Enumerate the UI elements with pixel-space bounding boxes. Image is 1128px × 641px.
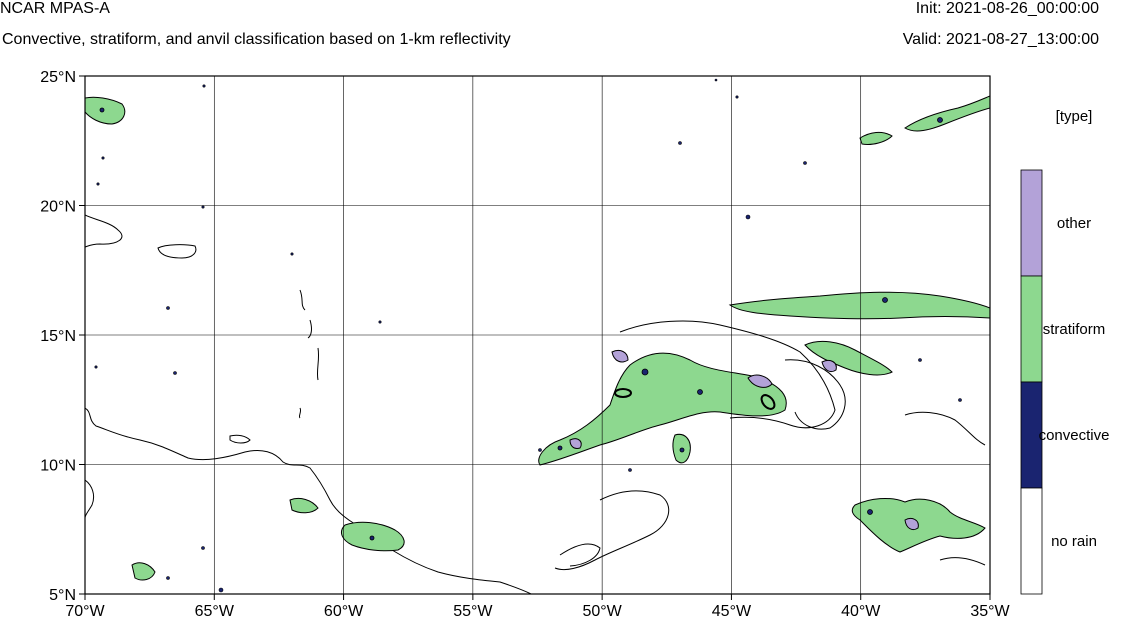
small-cell <box>538 448 542 452</box>
other-patch-1 <box>611 349 629 363</box>
small-cell <box>378 320 382 324</box>
outline-east <box>784 359 846 430</box>
y-tick-label: 25°N <box>40 69 76 86</box>
coastline-trinidad <box>229 434 251 444</box>
small-cell <box>803 161 807 165</box>
small-cell <box>166 306 170 310</box>
init-time: Init: 2021-08-26_00:00:00 <box>915 0 1099 17</box>
convective-core <box>99 107 105 113</box>
y-tick-label: 5°N <box>49 587 76 604</box>
scattered-cells <box>94 78 962 593</box>
legend-swatch-no-rain <box>1020 487 1043 595</box>
other-patch-2 <box>747 374 773 388</box>
stratiform-cluster-top-left <box>85 96 126 125</box>
outline-far-right <box>904 411 986 446</box>
small-cell <box>94 365 98 369</box>
legend-title: [type] <box>1056 108 1093 125</box>
legend-swatch-other <box>1020 169 1043 277</box>
valid-time: Valid: 2021-08-27_13:00:00 <box>902 31 1099 48</box>
x-tick-label: 45°W <box>712 603 752 620</box>
coastline-hispaniola <box>85 214 123 248</box>
stratiform-cluster-south <box>289 497 319 514</box>
convective-cores <box>99 107 943 541</box>
outline-ring-1 <box>614 388 632 398</box>
y-tick-label: 15°N <box>40 328 76 345</box>
y-tick-label: 10°N <box>40 458 76 475</box>
stratiform-cluster-ne-dots <box>859 131 893 145</box>
small-cell <box>96 182 100 186</box>
coastline-south-america <box>85 407 533 594</box>
figure-subtitle: Convective, stratiform, and anvil classi… <box>2 31 511 48</box>
outline-ring-2 <box>760 394 776 410</box>
legend-label-no-rain: no rain <box>1051 533 1097 550</box>
map-content <box>85 78 990 594</box>
small-cell <box>173 371 177 375</box>
convective-core <box>679 447 685 453</box>
outline-bottom-center <box>559 543 601 567</box>
legend-label-convective: convective <box>1039 427 1110 444</box>
legend-swatch-stratiform <box>1020 275 1043 383</box>
outline-main-system <box>619 320 836 429</box>
convective-core <box>369 535 375 541</box>
latitude-axis: 25°N 20°N 15°N 10°N 5°N <box>40 69 85 604</box>
small-cell <box>958 398 962 402</box>
small-cell <box>101 156 105 160</box>
small-cell <box>735 95 739 99</box>
x-tick-label: 40°W <box>841 603 881 620</box>
stratiform-cluster-far-left <box>131 562 156 581</box>
legend-label-stratiform: stratiform <box>1043 321 1106 338</box>
stratiform-band-upper-right <box>904 95 990 132</box>
x-tick-label: 60°W <box>324 603 364 620</box>
x-tick-label: 50°W <box>582 603 622 620</box>
map-gridlines <box>85 76 990 594</box>
other-patch-5 <box>569 438 582 449</box>
small-cell <box>745 214 751 220</box>
outline-left-edge <box>85 479 95 519</box>
small-cell <box>714 78 718 82</box>
small-cell <box>628 468 632 472</box>
coastlines <box>85 214 533 594</box>
longitude-axis: 70°W 65°W 60°W 55°W 50°W 45°W 40°W 35°W <box>65 594 1011 620</box>
convective-core <box>867 509 873 515</box>
small-cell <box>201 205 205 209</box>
convective-core <box>697 389 703 395</box>
small-cell <box>678 141 682 145</box>
other-patch-3 <box>821 359 837 373</box>
small-cell <box>218 587 224 593</box>
y-tick-label: 20°N <box>40 199 76 216</box>
precip-outlines <box>85 320 986 571</box>
convective-core <box>557 445 563 451</box>
coastline-puerto-rico <box>157 244 197 259</box>
small-cell <box>202 84 206 88</box>
type-legend: [type] other stratiform convective no rain <box>1020 108 1110 595</box>
coastline-islands-arc <box>298 289 320 419</box>
small-cell <box>290 252 294 256</box>
convective-core <box>641 368 649 376</box>
x-tick-label: 70°W <box>65 603 105 620</box>
other-areas <box>569 349 919 531</box>
legend-label-other: other <box>1057 215 1091 232</box>
small-cell <box>166 576 170 580</box>
x-tick-label: 35°W <box>970 603 1010 620</box>
other-patch-4 <box>904 517 919 531</box>
x-tick-label: 65°W <box>195 603 235 620</box>
stratiform-band-ne <box>728 291 990 320</box>
figure-title: NCAR MPAS-A <box>0 0 110 17</box>
convective-core <box>937 117 943 123</box>
x-tick-label: 55°W <box>453 603 493 620</box>
outline-right-edge <box>939 557 986 566</box>
small-cell <box>201 546 205 550</box>
stratiform-band-north <box>538 352 787 466</box>
outline-sw-field <box>554 490 670 571</box>
small-cell <box>918 358 922 362</box>
convective-core <box>882 297 888 303</box>
